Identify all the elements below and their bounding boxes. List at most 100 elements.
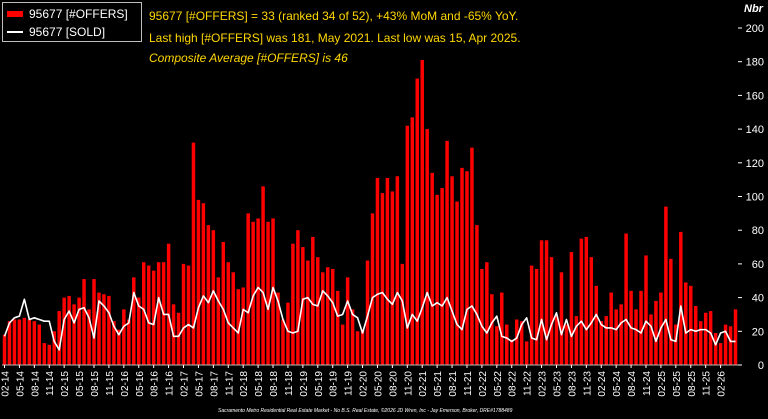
offers-bar (181, 263, 186, 365)
x-tick-label: 08-16 (150, 371, 161, 397)
offers-bar (107, 295, 111, 365)
y-tick-label: 180 (746, 57, 764, 69)
x-tick-label: 11-21 (463, 371, 474, 396)
offers-bar (261, 186, 265, 365)
offers-bar (77, 297, 81, 365)
offers-bar (505, 324, 509, 365)
offers-bar (186, 265, 191, 365)
x-tick-label: 05-21 (433, 371, 444, 397)
offers-bar (2, 334, 7, 365)
offers-bar (246, 213, 250, 365)
offers-bar (713, 332, 718, 365)
offers-bar (266, 221, 270, 365)
offers-bar (22, 317, 27, 365)
offers-bar (166, 243, 171, 365)
offers-bar (47, 344, 51, 365)
info-line-1: 95677 [#OFFERS] = 33 (ranked 34 of 52), … (149, 9, 519, 23)
y-tick-label: 0 (758, 360, 764, 372)
offers-bar (649, 314, 653, 365)
offers-bar (311, 236, 315, 365)
offers-bar (216, 277, 221, 365)
offers-bar (420, 60, 424, 365)
offers-bar (529, 265, 534, 365)
x-tick-label: 05-22 (493, 371, 504, 397)
offers-bar (42, 343, 47, 365)
offers-bar (7, 321, 12, 365)
offers-bar (146, 265, 151, 365)
offers-bar (609, 292, 613, 365)
legend-item-offers: 95677 [#OFFERS] (7, 6, 128, 22)
chart-legend: 95677 [#OFFERS] 95677 [SOLD] (2, 2, 142, 42)
x-tick-label: 05-17 (194, 371, 205, 397)
offers-bar (132, 277, 136, 365)
offers-bar (708, 311, 713, 365)
offers-bar (480, 268, 484, 365)
y-tick-label: 40 (752, 293, 764, 305)
x-tick-label: 05-25 (672, 371, 683, 397)
offers-bar (559, 272, 564, 365)
x-tick-label: 02-25 (657, 371, 668, 397)
x-tick-label: 02-14 (0, 371, 11, 397)
offers-bar (519, 321, 524, 365)
offers-bar (296, 230, 300, 365)
offers-bar (594, 285, 599, 365)
offers-bar (430, 172, 434, 365)
x-tick-label: 05-19 (314, 371, 325, 397)
offers-bar (221, 242, 226, 365)
offers-bar (281, 319, 285, 365)
offers-bar (539, 240, 544, 365)
offers-bar (112, 321, 116, 365)
x-tick-label: 02-19 (299, 371, 310, 397)
x-tick-label: 11-15 (105, 371, 116, 396)
offers-bar (102, 294, 106, 365)
x-tick-label: 08-23 (567, 371, 578, 397)
offers-bar (82, 279, 86, 365)
y-axis: 0 20 40 60 80 100 120 140 160 180 200 (2, 23, 764, 372)
x-tick-label: 08-14 (30, 371, 41, 397)
offers-bar (191, 142, 196, 365)
offers-bar (450, 176, 454, 365)
offers-bar (325, 267, 330, 365)
offers-bar (241, 287, 245, 365)
x-axis: 02-14 05-14 08-14 11-14 02-15 05-15 08-15 11-15… (0, 365, 728, 397)
x-tick-label: 05-16 (135, 371, 146, 397)
offers-bar (549, 257, 554, 365)
y-axis-unit-label: Nbr (744, 3, 763, 15)
x-tick-label: 08-18 (269, 371, 280, 397)
x-tick-label: 02-24 (597, 371, 608, 397)
offers-bar (435, 194, 439, 365)
offers-bar (584, 236, 589, 365)
x-tick-label: 08-17 (209, 371, 220, 397)
offers-bar (425, 129, 429, 365)
offers-bar (509, 339, 514, 365)
offers-bar (718, 343, 723, 365)
x-tick-label: 11-14 (45, 371, 56, 396)
offers-bar (639, 290, 643, 365)
offers-bar (380, 193, 385, 365)
offers-bar (440, 188, 444, 365)
x-tick-label: 02-17 (180, 371, 191, 397)
offers-bar (579, 238, 584, 366)
offers-bar (544, 240, 549, 365)
offers-bar (12, 319, 17, 365)
offers-bar (57, 311, 61, 365)
legend-bar-swatch (7, 11, 23, 17)
offers-bar (470, 147, 474, 365)
x-tick-label: 02-16 (120, 371, 131, 397)
offers-bar (674, 324, 678, 365)
x-tick-label: 02-21 (418, 371, 429, 397)
offers-bar (500, 292, 504, 365)
x-tick-label: 11-23 (582, 371, 593, 396)
offers-bar (723, 324, 728, 365)
y-tick-label: 60 (752, 259, 764, 271)
offers-bar (693, 306, 698, 365)
offers-bar (669, 258, 673, 365)
x-tick-label: 08-22 (508, 371, 519, 397)
y-tick-label: 160 (746, 90, 764, 102)
offers-bar (350, 309, 355, 365)
offers-bar (564, 324, 569, 365)
offers-bar (405, 125, 410, 365)
offers-bar (226, 262, 231, 365)
offers-bar (460, 167, 464, 365)
